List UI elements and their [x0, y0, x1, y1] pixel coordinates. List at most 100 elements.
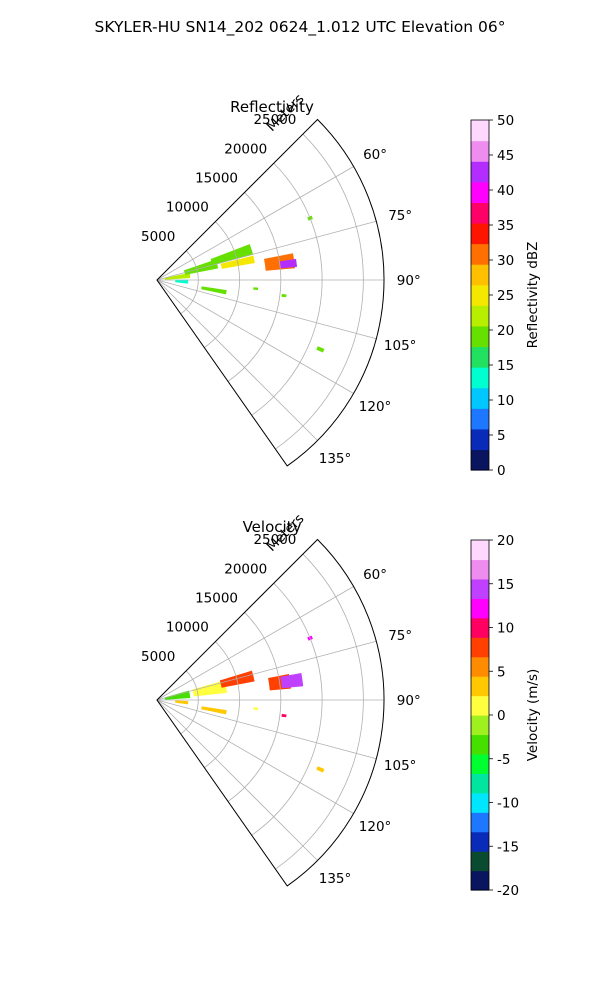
polar-panel-2: Velocity500010000150002000025000Meters60… [141, 511, 541, 899]
radial-tick-label: 10000 [166, 200, 209, 216]
colorbar-segment [471, 753, 489, 774]
colorbar-tick-label: 15 [497, 577, 514, 593]
radial-tick-label: 15000 [195, 590, 238, 606]
colorbar-segment [471, 734, 489, 755]
azimuth-tick-label: 120° [359, 399, 392, 415]
colorbar-segment [471, 812, 489, 833]
echo-cell [175, 700, 189, 705]
range-ring [204, 641, 240, 768]
range-ring [227, 612, 282, 802]
colorbar-segment [471, 715, 489, 736]
colorbar-tick-label: 20 [497, 533, 514, 549]
colorbar-segment [471, 870, 489, 891]
azimuth-spoke [156, 279, 354, 394]
radial-tick-label: 25000 [253, 112, 296, 128]
colorbar-segment [471, 851, 489, 872]
colorbar-segment [471, 264, 489, 286]
range-ring [180, 250, 199, 315]
radial-tick-label: 20000 [224, 561, 267, 577]
radial-tick-label: 10000 [166, 620, 209, 636]
colorbar-segment [471, 449, 489, 471]
colorbar: 0 5 10 15 20 25 30 35 40 45 50 Reflectivity dBZ [470, 113, 541, 479]
range-ring [180, 670, 199, 735]
colorbar-tick-label: 50 [497, 113, 514, 129]
colorbar-tick-label: 10 [497, 393, 514, 409]
azimuth-tick-label: 75° [388, 208, 412, 224]
radial-tick-label: 15000 [195, 170, 238, 186]
colorbar-label: Velocity (m/s) [525, 669, 541, 762]
colorbar-segment [471, 617, 489, 638]
azimuth-spoke [156, 699, 318, 861]
colorbar-segment [471, 284, 489, 306]
colorbar-segment [471, 578, 489, 599]
colorbar-segment [471, 387, 489, 409]
colorbar-segment [471, 773, 489, 794]
azimuth-tick-label: 135° [319, 451, 352, 467]
azimuth-spoke [156, 586, 354, 701]
azimuth-tick-label: 120° [359, 819, 392, 835]
colorbar-segment [471, 202, 489, 224]
colorbar-segment [471, 792, 489, 813]
colorbar-segment [471, 428, 489, 451]
range-ring [251, 582, 323, 836]
colorbar-segment [471, 161, 489, 183]
azimuth-spoke [156, 279, 377, 340]
colorbar-segment [471, 656, 489, 677]
echo-cell [281, 713, 287, 718]
azimuth-tick-label: 75° [388, 628, 412, 644]
colorbar-tick-label: 40 [497, 183, 514, 199]
colorbar-segment [471, 598, 489, 619]
colorbar: -20 -15 -10 -5 0 5 10 15 20 Velocity (m/s) [470, 533, 541, 899]
colorbar-segment [471, 325, 489, 348]
colorbar-tick-label: 30 [497, 253, 514, 269]
colorbar-segment [471, 559, 489, 580]
azimuth-spoke [156, 640, 377, 701]
colorbar-tick-label: 5 [497, 428, 506, 444]
colorbar-segment [471, 305, 489, 327]
colorbar-segment [471, 367, 489, 389]
azimuth-spoke [156, 699, 354, 814]
azimuth-tick-label: 60° [363, 567, 387, 583]
colorbar-tick-label: -15 [497, 839, 519, 855]
colorbar-tick-label: 20 [497, 323, 514, 339]
colorbar-tick-label: 25 [497, 288, 514, 304]
figure-title: SKYLER-HU SN14_202 0624_1.012 UTC Elevat… [95, 18, 506, 37]
panel-title: Velocity [243, 518, 302, 536]
azimuth-spoke [156, 220, 377, 281]
radial-tick-label: 5000 [141, 229, 175, 245]
polar-panel-1: Reflectivity500010000150002000025000Mete… [141, 91, 541, 479]
range-ring [204, 221, 240, 348]
echo-cell [253, 707, 259, 711]
echo-cell [201, 706, 227, 715]
colorbar-segment [471, 637, 489, 658]
colorbar-tick-label: -10 [497, 796, 519, 812]
azimuth-tick-label: 105° [384, 758, 417, 774]
colorbar-segment [471, 695, 489, 716]
colorbar-segment [471, 222, 489, 245]
radial-tick-label: 5000 [141, 649, 175, 665]
azimuth-tick-label: 90° [397, 693, 421, 709]
range-ring [275, 133, 364, 450]
echo-cell [201, 286, 227, 295]
colorbar-tick-label: 5 [497, 664, 506, 680]
colorbar-segment [471, 676, 489, 697]
echo-cell [253, 287, 259, 291]
colorbar-segment [471, 831, 489, 852]
colorbar-segment [471, 243, 489, 265]
azimuth-spoke [156, 279, 318, 441]
colorbar-tick-label: 15 [497, 358, 514, 374]
colorbar-tick-label: -5 [497, 752, 510, 768]
radial-tick-label: 25000 [253, 532, 296, 548]
azimuth-tick-label: 105° [384, 338, 417, 354]
colorbar-tick-label: -20 [497, 883, 519, 899]
colorbar-segment [471, 346, 489, 368]
range-ring [275, 553, 364, 870]
colorbar-tick-label: 35 [497, 218, 514, 234]
panel-title: Reflectivity [230, 98, 314, 116]
azimuth-tick-label: 60° [363, 147, 387, 163]
sector-frame [156, 118, 385, 467]
colorbar-tick-label: 0 [497, 463, 506, 479]
azimuth-spoke [156, 699, 377, 760]
echo-cell [281, 293, 287, 298]
